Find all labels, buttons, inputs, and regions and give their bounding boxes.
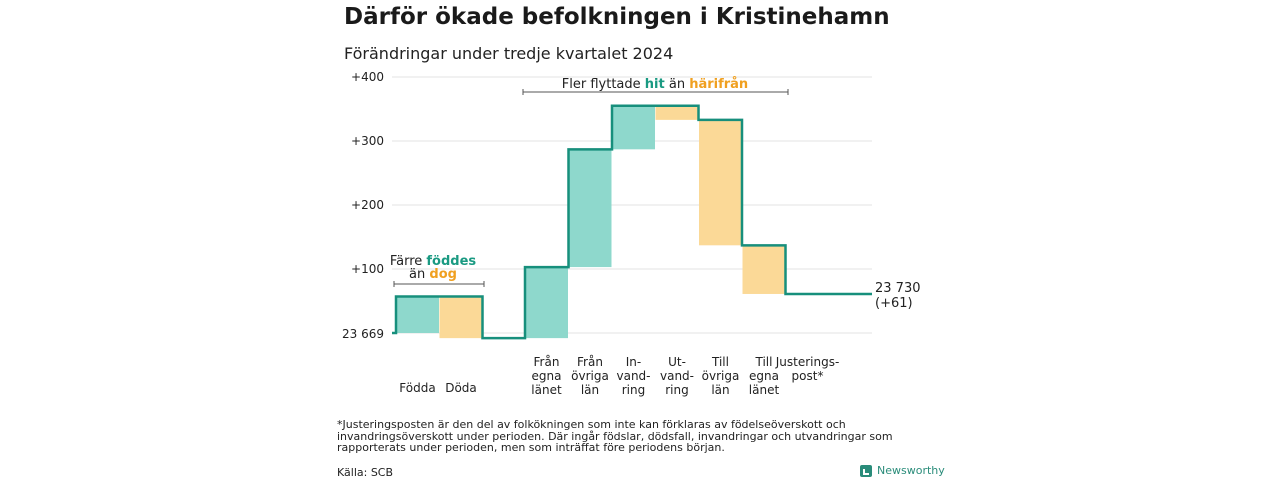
waterfall-bar xyxy=(699,119,742,246)
x-category-label: post* xyxy=(792,369,824,383)
end-value-label: 23 730 xyxy=(875,281,921,296)
y-tick-label: +100 xyxy=(351,262,384,276)
x-category-label: ring xyxy=(665,383,689,397)
annotation-fewer-born: Färre föddes xyxy=(390,254,477,269)
y-tick-label: +300 xyxy=(351,134,384,148)
annotation-than-died: än dog xyxy=(409,267,457,282)
waterfall-bar xyxy=(742,245,786,294)
x-category-label: länet xyxy=(749,383,780,397)
x-category-label: egna xyxy=(532,369,562,383)
source-note: Källa: SCB xyxy=(337,466,394,479)
x-category-label: Till xyxy=(711,355,729,369)
waterfall-bar xyxy=(396,296,439,333)
x-category-label: egna xyxy=(749,369,779,383)
waterfall-bar xyxy=(525,267,568,339)
waterfall-bar xyxy=(612,105,655,150)
x-category-label: vand- xyxy=(616,369,650,383)
waterfall-bar xyxy=(439,296,483,339)
brand-name: Newsworthy xyxy=(877,464,945,477)
x-category-label: Till xyxy=(755,355,773,369)
chart-title: Därför ökade befolkningen i Kristinehamn xyxy=(344,4,890,30)
brand-logo: Newsworthy xyxy=(860,464,945,477)
x-category-label: In- xyxy=(626,355,641,369)
x-category-label: länet xyxy=(531,383,562,397)
cumulative-step-line xyxy=(392,104,872,340)
x-category-label: Födda xyxy=(399,381,435,395)
x-category-label: Från xyxy=(534,355,560,369)
x-category-label: Döda xyxy=(445,381,477,395)
y-tick-label: +400 xyxy=(351,70,384,84)
x-category-label: övriga xyxy=(571,369,609,383)
footnote: *Justeringsposten är den del av folkökni… xyxy=(337,418,893,454)
end-change-label: (+61) xyxy=(875,296,913,311)
waterfall-bar xyxy=(655,105,699,120)
newsworthy-icon xyxy=(860,464,872,477)
start-value-label: 23 669 xyxy=(342,327,384,341)
x-category-label: övriga xyxy=(702,369,740,383)
chart-subtitle: Förändringar under tredje kvartalet 2024 xyxy=(344,44,674,63)
y-tick-label: +200 xyxy=(351,198,384,212)
x-category-label: vand- xyxy=(660,369,694,383)
waterfall-bar xyxy=(568,149,612,268)
annotation-more-moved-here: Fler flyttade hit än härifrån xyxy=(562,77,748,92)
x-category-label: Justerings- xyxy=(775,355,840,369)
x-category-label: län xyxy=(581,383,599,397)
x-category-label: Från xyxy=(577,355,603,369)
x-category-label: län xyxy=(711,383,729,397)
x-category-label: Ut- xyxy=(668,355,686,369)
x-category-label: ring xyxy=(622,383,646,397)
